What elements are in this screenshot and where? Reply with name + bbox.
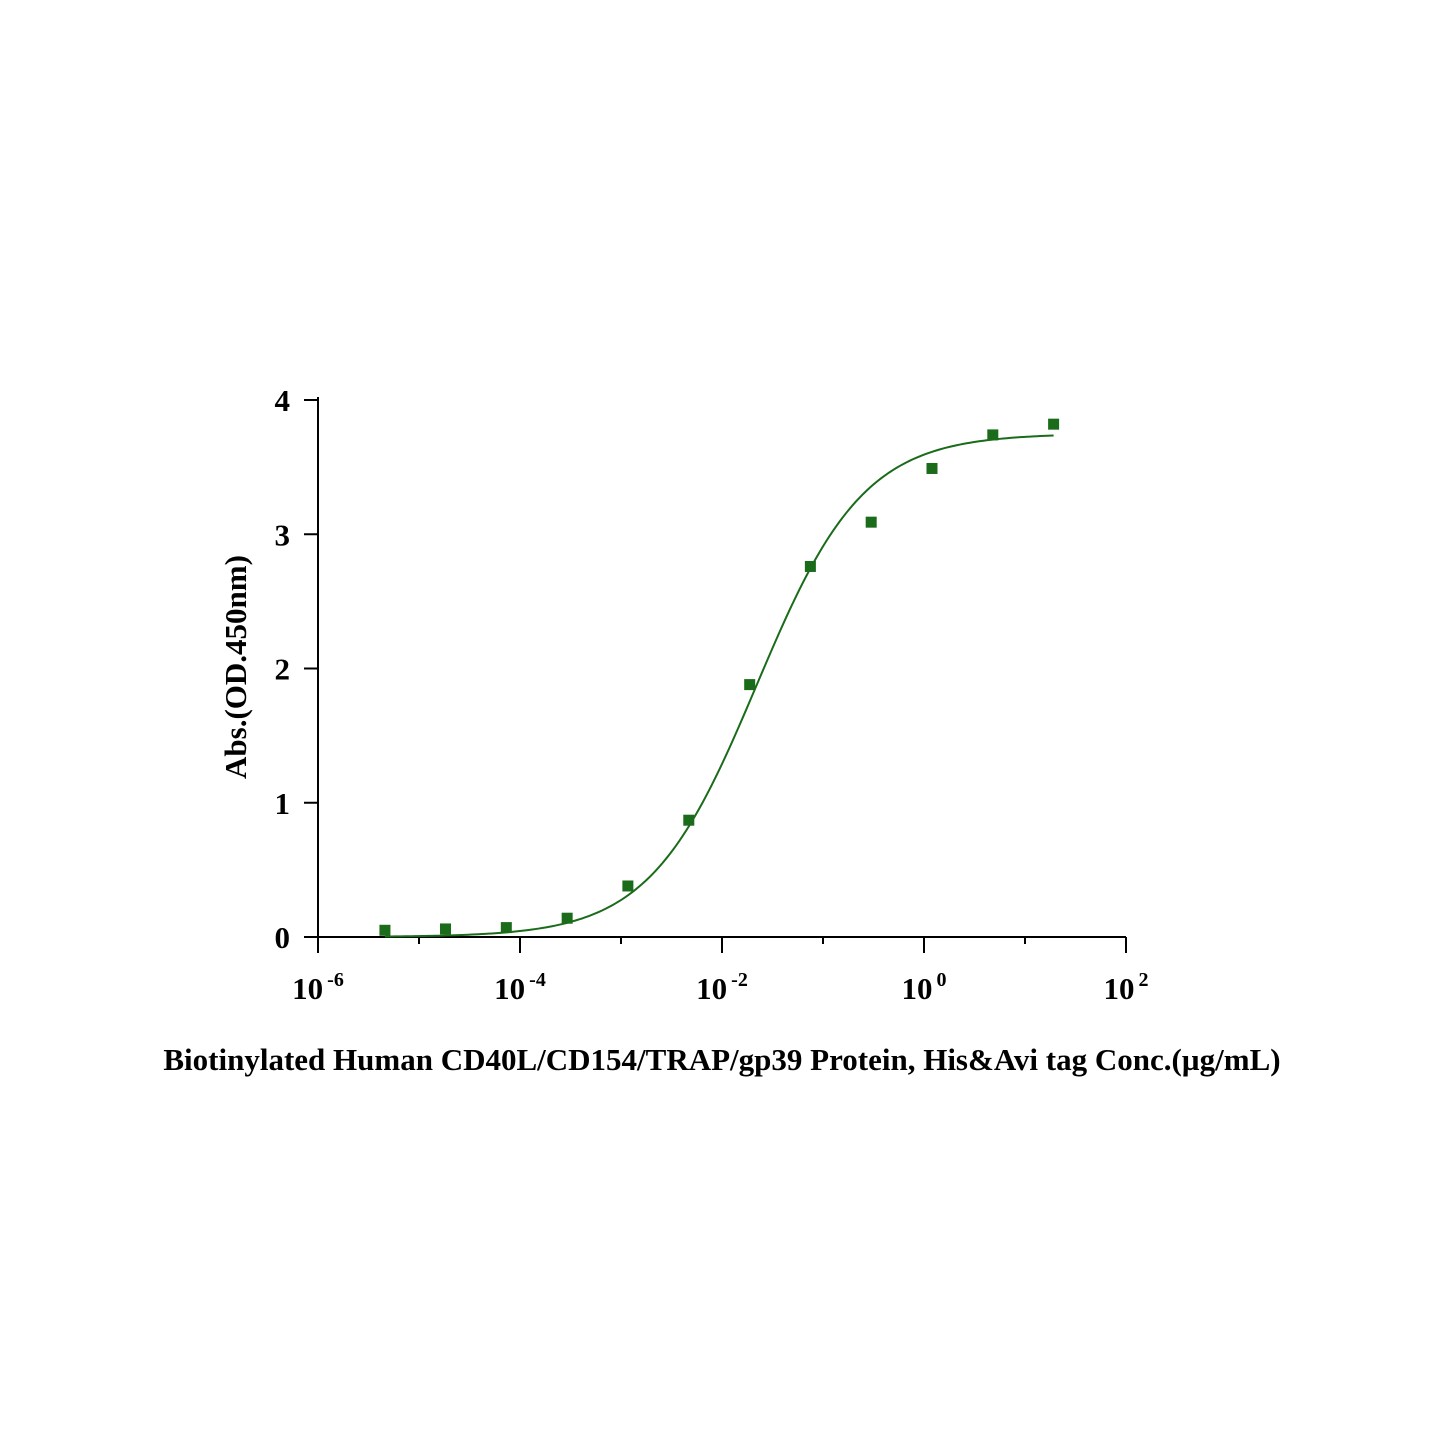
y-tick-label: 4	[275, 383, 291, 418]
data-point	[683, 814, 695, 826]
x-tick-exponent: -4	[529, 969, 546, 991]
data-point	[500, 922, 512, 934]
data-point	[440, 923, 452, 935]
x-tick-base: 10	[1104, 971, 1135, 1006]
data-point	[804, 560, 816, 572]
x-tick-exponent: 2	[1139, 969, 1149, 991]
data-point	[622, 880, 634, 892]
data-point	[561, 912, 573, 924]
y-tick-label: 0	[275, 920, 291, 955]
x-tick-label: 10 0	[902, 969, 947, 1006]
data-point	[987, 429, 999, 441]
x-tick-base: 10	[696, 971, 727, 1006]
data-point	[379, 924, 391, 936]
data-points	[379, 418, 1060, 936]
x-tick-exponent: -6	[327, 969, 344, 991]
x-axis-label: Biotinylated Human CD40L/CD154/TRAP/gp39…	[163, 1042, 1280, 1077]
data-point	[744, 679, 756, 691]
data-point	[1048, 418, 1060, 430]
y-tick-label: 3	[275, 517, 291, 552]
x-tick-label: 10 -6	[292, 969, 344, 1006]
x-tick-label: 10 -2	[696, 969, 748, 1006]
y-tick-label: 2	[275, 652, 291, 687]
y-ticks: 0 1 2 3 4	[275, 383, 318, 955]
x-tick-label: 10 2	[1104, 969, 1149, 1006]
data-point	[926, 462, 938, 474]
x-tick-base: 10	[292, 971, 323, 1006]
x-ticks: 10 -6 10 -4 10 -2 10 0 10 2	[292, 937, 1149, 1006]
x-tick-label: 10 -4	[494, 969, 546, 1006]
x-tick-exponent: 0	[937, 969, 947, 991]
y-tick-label: 1	[275, 786, 291, 821]
y-axis-label: Abs.(OD.450nm)	[218, 555, 253, 779]
x-tick-base: 10	[494, 971, 525, 1006]
axes	[317, 397, 1126, 938]
x-tick-base: 10	[902, 971, 933, 1006]
data-point	[865, 516, 877, 528]
x-tick-exponent: -2	[731, 969, 748, 991]
fit-curve	[384, 434, 1054, 938]
